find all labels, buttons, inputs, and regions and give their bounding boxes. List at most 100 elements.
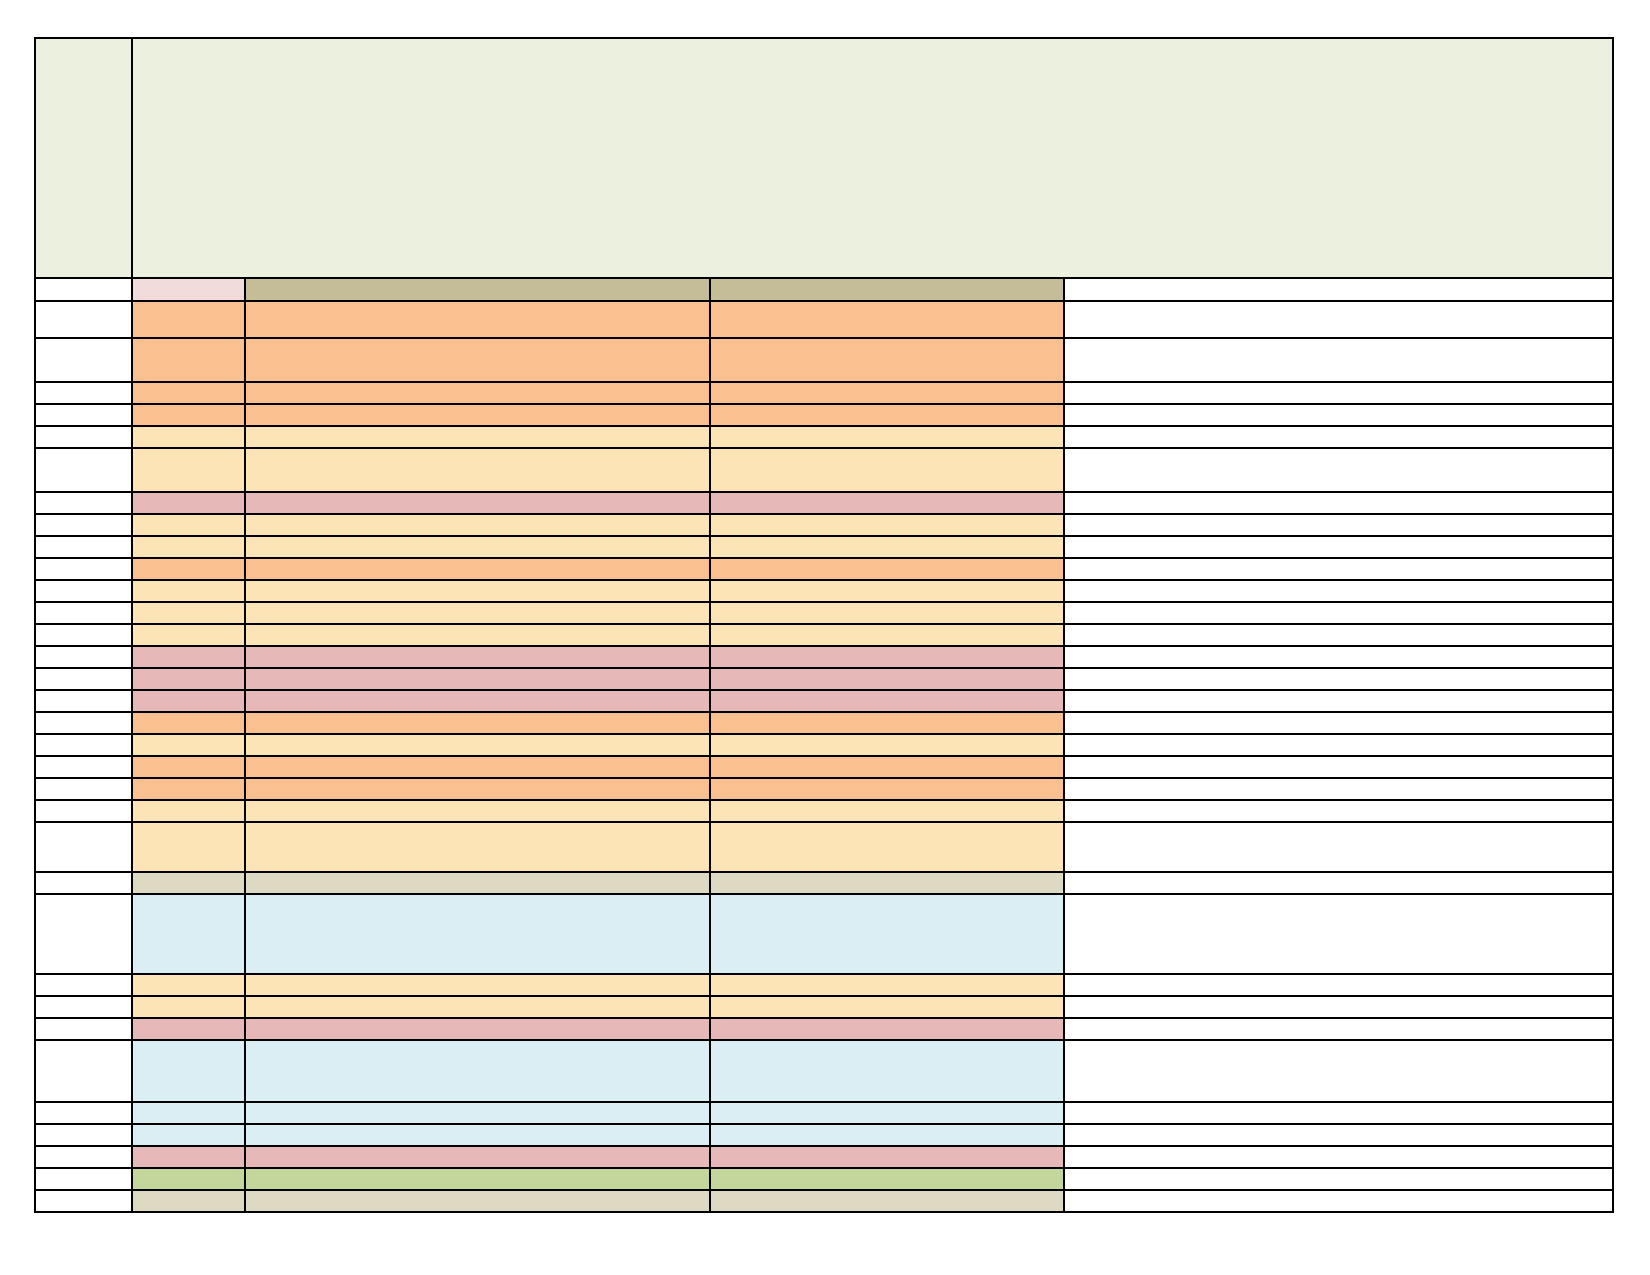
table-row — [36, 801, 1614, 823]
header-left-cell — [36, 39, 133, 277]
column-header-cell — [246, 279, 711, 300]
table-row — [36, 1041, 1614, 1103]
table-cell — [36, 559, 133, 579]
table-cell — [711, 339, 1065, 381]
table-cell — [133, 559, 246, 579]
table-cell — [711, 779, 1065, 799]
table-cell — [711, 537, 1065, 557]
table-cell — [133, 405, 246, 425]
table-row — [36, 537, 1614, 559]
table-cell — [246, 895, 711, 973]
table-cell — [711, 302, 1065, 337]
table-cell — [133, 603, 246, 623]
table-cell — [1065, 1191, 1614, 1211]
table-cell — [133, 975, 246, 995]
table-cell — [36, 975, 133, 995]
table-cell — [1065, 735, 1614, 755]
table-row — [36, 895, 1614, 975]
table-cell — [246, 537, 711, 557]
table-cell — [246, 405, 711, 425]
table-cell — [36, 405, 133, 425]
table-cell — [36, 823, 133, 871]
table-cell — [1065, 691, 1614, 711]
table-row — [36, 1019, 1614, 1041]
table-cell — [246, 449, 711, 491]
table-cell — [246, 1019, 711, 1039]
table-cell — [36, 383, 133, 403]
table-cell — [711, 975, 1065, 995]
table-cell — [246, 647, 711, 667]
table-cell — [246, 1103, 711, 1123]
table-cell — [711, 669, 1065, 689]
column-header-row — [36, 279, 1614, 302]
table-cell — [36, 1147, 133, 1167]
table-cell — [711, 515, 1065, 535]
table-cell — [711, 1169, 1065, 1189]
table-cell — [36, 581, 133, 601]
table-cell — [133, 339, 246, 381]
table-cell — [36, 515, 133, 535]
table-cell — [711, 1191, 1065, 1211]
table-cell — [246, 997, 711, 1017]
table-row — [36, 515, 1614, 537]
table-cell — [1065, 405, 1614, 425]
table-cell — [133, 493, 246, 513]
table-cell — [1065, 895, 1614, 973]
table-row — [36, 873, 1614, 895]
table-cell — [36, 873, 133, 893]
table-cell — [711, 801, 1065, 821]
table-cell — [133, 1191, 246, 1211]
table-cell — [1065, 383, 1614, 403]
table-row — [36, 339, 1614, 383]
table-cell — [133, 647, 246, 667]
table-cell — [133, 1169, 246, 1189]
table-cell — [36, 801, 133, 821]
table-cell — [711, 1147, 1065, 1167]
table-cell — [133, 515, 246, 535]
table-body — [36, 302, 1614, 1213]
table-cell — [1065, 801, 1614, 821]
table-cell — [1065, 302, 1614, 337]
table-cell — [711, 581, 1065, 601]
table-cell — [36, 1103, 133, 1123]
table-cell — [133, 383, 246, 403]
table-cell — [133, 823, 246, 871]
table-cell — [133, 757, 246, 777]
table-cell — [246, 581, 711, 601]
table-cell — [36, 997, 133, 1017]
table-cell — [246, 975, 711, 995]
table-row — [36, 713, 1614, 735]
table-cell — [133, 669, 246, 689]
table-cell — [246, 559, 711, 579]
table-cell — [1065, 427, 1614, 447]
table-cell — [1065, 669, 1614, 689]
table-cell — [711, 647, 1065, 667]
table-cell — [246, 1191, 711, 1211]
table-cell — [36, 757, 133, 777]
table-row — [36, 603, 1614, 625]
column-header-cell — [36, 279, 133, 300]
table-row — [36, 1147, 1614, 1169]
table-cell — [133, 302, 246, 337]
table-cell — [711, 1125, 1065, 1145]
table-cell — [711, 735, 1065, 755]
table-cell — [36, 427, 133, 447]
table-cell — [36, 603, 133, 623]
table-cell — [246, 383, 711, 403]
table-cell — [246, 339, 711, 381]
table-cell — [36, 691, 133, 711]
table-cell — [246, 801, 711, 821]
table-cell — [36, 339, 133, 381]
table-row — [36, 625, 1614, 647]
table-cell — [246, 515, 711, 535]
table-cell — [1065, 647, 1614, 667]
table-cell — [711, 603, 1065, 623]
table-cell — [133, 1019, 246, 1039]
table-cell — [133, 1041, 246, 1101]
table-cell — [711, 493, 1065, 513]
table-row — [36, 1103, 1614, 1125]
table-cell — [246, 823, 711, 871]
table-row — [36, 1169, 1614, 1191]
table-row — [36, 449, 1614, 493]
table-cell — [36, 713, 133, 733]
